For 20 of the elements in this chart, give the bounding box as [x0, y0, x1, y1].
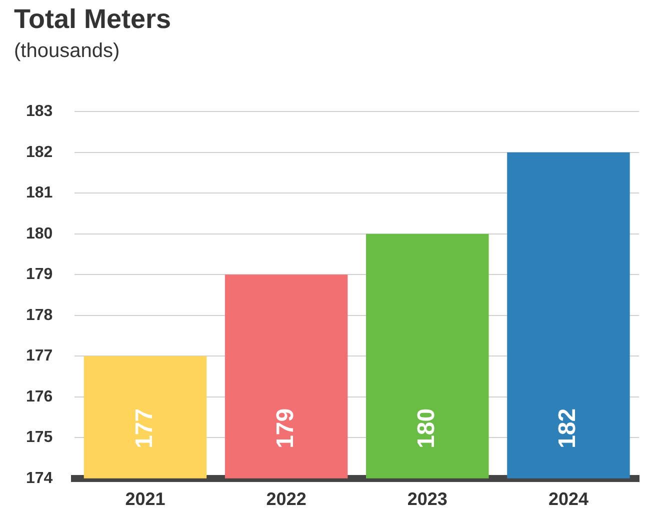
- y-tick-label: 183: [26, 103, 53, 120]
- y-tick-label: 177: [26, 348, 53, 365]
- y-tick-label: 179: [26, 266, 53, 284]
- y-tick-label: 178: [26, 306, 53, 324]
- chart-title: Total Meters: [14, 4, 172, 35]
- data-label: 180: [413, 408, 440, 448]
- data-label: 177: [130, 408, 158, 448]
- chart-subtitle: (thousands): [14, 40, 120, 63]
- x-tick-label: 2021: [125, 489, 166, 510]
- y-tick-label: 180: [26, 225, 53, 242]
- x-tick-label: 2023: [407, 489, 448, 510]
- x-tick-label: 2022: [266, 489, 306, 510]
- y-tick-label: 176: [26, 388, 53, 406]
- y-tick-label: 175: [26, 429, 53, 446]
- data-label: 182: [554, 408, 582, 448]
- y-tick-label: 182: [26, 144, 53, 161]
- x-tick-label: 2024: [548, 489, 588, 510]
- y-tick-label: 181: [26, 184, 53, 202]
- y-tick-label: 174: [26, 470, 53, 487]
- data-label: 179: [272, 408, 299, 448]
